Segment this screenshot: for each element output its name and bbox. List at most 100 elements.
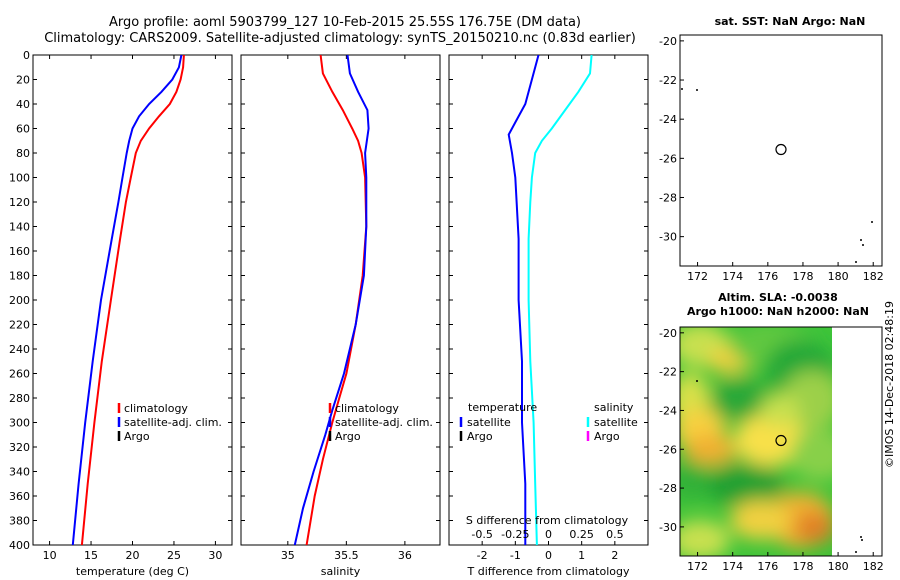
ytick-label: 300	[9, 417, 30, 430]
x2tick-label: 0	[545, 528, 552, 541]
ytick-label: 120	[9, 196, 30, 209]
x2tick-label: 0.5	[606, 528, 624, 541]
ytick-label: 240	[9, 343, 30, 356]
map-ytick-label: -28	[659, 191, 677, 204]
xtick-label: 1	[578, 549, 585, 562]
sla-map-title: Argo h1000: NaN h2000: NaN	[687, 305, 869, 318]
map-ytick-label: -22	[659, 366, 677, 379]
temperature-legend-label: Argo	[124, 430, 150, 443]
imos-watermark: ©IMOS 14-Dec-2018 02:48:19	[883, 301, 896, 468]
map-ytick-label: -26	[659, 152, 677, 165]
xtick-label: 10	[43, 549, 57, 562]
temperature-legend-label: climatology	[124, 402, 188, 415]
sla-map-title: Altim. SLA: -0.0038	[718, 291, 838, 304]
ytick-label: 0	[23, 49, 30, 62]
sla-map-frame	[679, 326, 883, 557]
temperature-series-satellite-adj-clim-	[71, 55, 183, 545]
ytick-label: 40	[16, 98, 30, 111]
x2tick-label: -0.5	[471, 528, 492, 541]
sla-blob	[680, 460, 710, 500]
map-ytick-label: -20	[659, 327, 677, 340]
island-dot	[855, 261, 857, 263]
xtick-label: 35.5	[334, 549, 359, 562]
sst-map-argo-marker	[775, 143, 787, 156]
ytick-label: 340	[9, 466, 30, 479]
profile-panel-salinity: 35 35.5 36 salinity climatologysatellite-adj…	[240, 54, 441, 578]
temperature-legend-label: satellite-adj. clim.	[124, 416, 222, 429]
plots-layer: 0204060801001201401601802002202402602803…	[9, 15, 884, 578]
ytick-label: 320	[9, 441, 30, 454]
island-dot	[861, 539, 863, 541]
salinity-frame	[240, 54, 441, 546]
xtick-label: 35	[281, 549, 295, 562]
map-ytick-label: -22	[659, 74, 677, 87]
ytick-label: 260	[9, 368, 30, 381]
sla-blob	[795, 512, 832, 544]
title-line1: Argo profile: aoml 5903799_127 10-Feb-20…	[109, 15, 581, 30]
sla-blob	[790, 429, 832, 481]
profile-panel-temperature: 0 20 40 60 80 100 120 140 160 180 200 220 240 260 280 3…	[9, 49, 233, 578]
island-dot	[871, 221, 873, 223]
ytick-label: 220	[9, 319, 30, 332]
map-xtick-label: 180	[828, 560, 849, 573]
sst-map-title: sat. SST: NaN Argo: NaN	[715, 15, 866, 28]
salinity-legend-label: climatology	[335, 402, 399, 415]
difference-legend-label: satellite	[594, 416, 638, 429]
ytick-label: 100	[9, 172, 30, 185]
sla-blob	[760, 394, 800, 426]
island-dot	[681, 88, 683, 90]
xtick-label: 20	[126, 549, 140, 562]
difference-series-s-satellite	[527, 55, 593, 545]
map-xtick-label: 180	[828, 270, 849, 283]
ytick-label: 180	[9, 270, 30, 283]
sla-blob	[680, 520, 730, 556]
map-ytick-label: -26	[659, 443, 677, 456]
sla-blob	[710, 378, 770, 422]
salinity-series-climatology	[305, 55, 368, 545]
salinity-legend-label: satellite-adj. clim.	[335, 416, 433, 429]
xtick-label: -2	[477, 549, 488, 562]
difference-frame	[448, 54, 649, 546]
ytick-label: 140	[9, 221, 30, 234]
xtick-label: 36	[398, 549, 412, 562]
sla-blob	[705, 463, 785, 507]
sla-blob	[734, 414, 806, 466]
xtick-label: 25	[167, 549, 181, 562]
xtick-label: -1	[510, 549, 521, 562]
xtick-label: 15	[84, 549, 98, 562]
map-xtick-label: 178	[792, 270, 813, 283]
x2tick-label: -0.25	[501, 528, 529, 541]
x2tick-label: 0.25	[569, 528, 594, 541]
title-line2: Climatology: CARS2009. Satellite-adjuste…	[44, 31, 636, 46]
map-xtick-label: 172	[687, 270, 708, 283]
map-ytick-label: -30	[659, 521, 677, 534]
sla-heatmap	[680, 327, 832, 556]
island-dot	[862, 244, 864, 246]
map-xtick-label: 182	[863, 270, 884, 283]
map-xtick-label: 176	[757, 560, 778, 573]
ytick-label: 60	[16, 123, 30, 136]
ytick-label: 360	[9, 490, 30, 503]
island-dot	[860, 536, 862, 538]
map-ytick-label: -20	[659, 35, 677, 48]
map-ytick-label: -30	[659, 231, 677, 244]
ytick-label: 200	[9, 294, 30, 307]
xtick-label: 0	[545, 549, 552, 562]
map-xtick-label: 182	[863, 560, 884, 573]
salinity-series-satellite-adj-clim-	[293, 55, 370, 545]
map-xtick-label: 174	[722, 560, 743, 573]
ytick-label: 400	[9, 539, 30, 552]
xtick-label: 2	[611, 549, 618, 562]
map-xtick-label: 172	[687, 560, 708, 573]
map-xtick-label: 176	[757, 270, 778, 283]
ytick-label: 80	[16, 147, 30, 160]
sla-map-argo-marker	[775, 434, 787, 447]
legend-salinity-title: salinity	[594, 401, 634, 414]
island-dot	[860, 239, 862, 241]
island-dot	[696, 380, 698, 382]
map-ytick-label: -28	[659, 482, 677, 495]
xtick-label: 30	[208, 549, 222, 562]
difference-legend-label: satellite	[467, 416, 511, 429]
